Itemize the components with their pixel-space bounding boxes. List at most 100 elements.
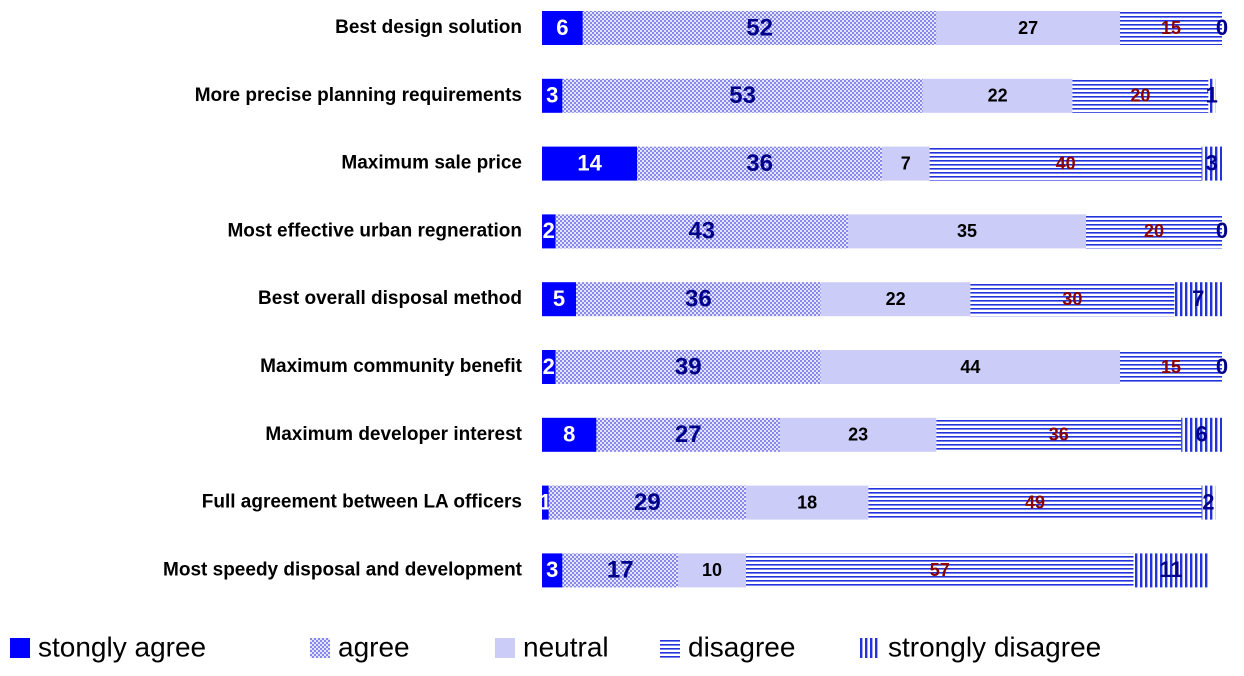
bar-segment: [542, 11, 583, 45]
value-label: 7: [901, 153, 911, 173]
value-label: 36: [746, 150, 773, 177]
bar-segment: [820, 350, 1120, 384]
legend-label: stongly agree: [38, 631, 206, 662]
bar-segment: [1120, 350, 1222, 384]
value-label: 23: [848, 425, 868, 445]
category-label: Best design solution: [335, 17, 522, 38]
value-label: 14: [577, 150, 602, 175]
legend-label: disagree: [688, 631, 795, 662]
value-label: 27: [1018, 18, 1038, 38]
value-label: 2: [543, 354, 555, 379]
value-label: 1: [539, 489, 551, 514]
value-label: 43: [688, 218, 715, 245]
bar-segment: [542, 282, 576, 317]
value-label: 57: [930, 560, 950, 580]
bar-segment: [542, 553, 563, 588]
value-label: 3: [546, 557, 558, 582]
value-label: 18: [797, 492, 817, 512]
legend-swatch: [660, 638, 680, 658]
category-label: Most effective urban regneration: [227, 220, 522, 241]
bar-segment: [542, 146, 638, 181]
value-label: 39: [675, 353, 702, 380]
legend-swatch: [310, 638, 330, 658]
bar-segment: [1133, 553, 1209, 588]
value-label: 2: [1202, 489, 1214, 514]
value-label: 7: [1192, 286, 1204, 311]
category-label: Maximum community benefit: [260, 356, 522, 377]
value-label: 35: [957, 221, 977, 241]
bar-segment: [746, 485, 869, 520]
bar-segment: [1086, 214, 1222, 249]
value-label: 17: [607, 557, 634, 584]
value-label: 53: [729, 82, 756, 109]
bar-segment: [1208, 78, 1216, 113]
value-label: 3: [546, 83, 558, 108]
legend-swatch: [10, 638, 30, 658]
bar-segment: [637, 146, 882, 181]
legend-label: neutral: [523, 631, 609, 662]
value-label: 27: [675, 421, 702, 448]
bar-segment: [542, 485, 549, 520]
bar-segment: [848, 214, 1086, 249]
bar-segment: [922, 78, 1073, 113]
value-label: 30: [1062, 289, 1082, 309]
bar-segment: [1201, 485, 1216, 520]
bar-segment: [596, 417, 780, 452]
bar-segment: [542, 350, 556, 384]
value-label: 6: [1195, 422, 1207, 447]
bar-segment: [555, 350, 821, 384]
value-label: 2: [543, 218, 555, 243]
legend-label: agree: [338, 631, 410, 662]
category-label: Maximum developer interest: [265, 424, 522, 445]
legend-swatch: [860, 638, 880, 658]
bar-segment: [780, 417, 937, 452]
legend-swatch: [495, 638, 515, 658]
bar-segment: [746, 553, 1134, 588]
bar-segment: [1174, 282, 1222, 317]
value-label: 3: [1206, 150, 1218, 175]
bar-segment: [562, 78, 923, 113]
value-label: 0: [1216, 15, 1228, 40]
bar-segment: [542, 214, 556, 249]
bar-segment: [542, 78, 563, 113]
value-label: 52: [746, 14, 773, 41]
bar-segment: [820, 282, 971, 317]
value-label: 22: [886, 289, 906, 309]
value-label: 20: [1144, 221, 1164, 241]
value-label: 36: [1049, 425, 1069, 445]
legend-label: strongly disagree: [888, 631, 1101, 662]
value-label: 49: [1025, 492, 1045, 512]
value-label: 20: [1130, 86, 1150, 106]
value-label: 15: [1161, 357, 1181, 377]
value-label: 5: [553, 286, 565, 311]
value-label: 36: [685, 286, 712, 313]
value-label: 11: [1159, 557, 1182, 582]
bar-segment: [936, 11, 1120, 45]
value-label: 44: [960, 357, 980, 377]
bar-segment: [542, 417, 597, 452]
bar-segment: [1201, 146, 1222, 181]
bar-segment: [868, 485, 1202, 520]
bar-segment: [936, 417, 1182, 452]
bar-segment: [678, 553, 746, 588]
bar-segment: [929, 146, 1202, 181]
bar-segment: [555, 214, 848, 249]
bar-segment: [1120, 11, 1222, 45]
value-label: 0: [1216, 218, 1228, 243]
value-label: 8: [563, 422, 575, 447]
bar-segment: [1072, 78, 1209, 113]
value-label: 6: [556, 15, 568, 40]
value-label: 10: [702, 560, 722, 580]
bar-segment: [882, 146, 930, 181]
category-label: Full agreement between LA officers: [202, 492, 522, 513]
bar-segment: [548, 485, 746, 520]
bar-segment: [970, 282, 1175, 317]
bar-segment: [576, 282, 821, 317]
category-label: Best overall disposal method: [258, 288, 522, 309]
bar-segment: [582, 11, 937, 45]
bar-segment: [1181, 417, 1222, 452]
value-label: 22: [988, 86, 1008, 106]
category-label: More precise planning requirements: [195, 85, 522, 106]
category-label: Most speedy disposal and development: [163, 559, 523, 580]
